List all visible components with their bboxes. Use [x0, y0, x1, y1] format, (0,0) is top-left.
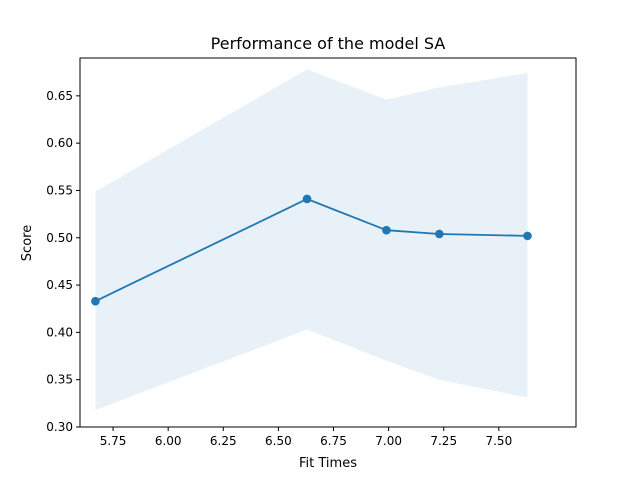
plot-area	[91, 69, 532, 410]
series-line-segment	[306, 198, 387, 232]
x-axis-label: Fit Times	[299, 456, 357, 471]
x-tick-label: 6.50	[265, 434, 292, 448]
data-point	[523, 231, 532, 241]
y-tick-label: 0.55	[46, 183, 73, 197]
axes-frame	[79, 57, 577, 428]
data-point	[382, 225, 391, 235]
axes: 5.75 6.00 6.25 6.50 6.75 7.00 7.25 7.50 0.30 0.35…	[46, 57, 577, 448]
x-tick-label: 5.75	[100, 434, 127, 448]
y-tick-label: 0.65	[46, 89, 73, 103]
x-tick-label: 6.75	[320, 434, 347, 448]
y-tick-label: 0.50	[46, 231, 73, 245]
data-point	[302, 194, 312, 204]
y-tick-label: 0.30	[46, 420, 73, 434]
x-tick-label: 7.00	[375, 434, 402, 448]
chart-title: Performance of the model SA	[211, 34, 446, 53]
y-tick-label: 0.60	[46, 136, 73, 150]
y-tick-label: 0.35	[46, 373, 73, 387]
y-tick-label: 0.40	[46, 325, 73, 339]
y-tick-label: 0.45	[46, 278, 73, 292]
confidence-band	[95, 69, 528, 410]
data-point	[435, 229, 444, 239]
x-tick-label: 6.00	[155, 434, 182, 448]
series-line-segment	[95, 198, 308, 302]
series-line-segment	[439, 233, 528, 237]
series-line-segment	[386, 229, 440, 235]
data-point	[91, 296, 100, 306]
x-tick-label: 6.25	[210, 434, 237, 448]
x-tick-label: 7.50	[485, 434, 512, 448]
x-tick-label: 7.25	[430, 434, 457, 448]
y-axis-label: Score	[20, 225, 35, 261]
